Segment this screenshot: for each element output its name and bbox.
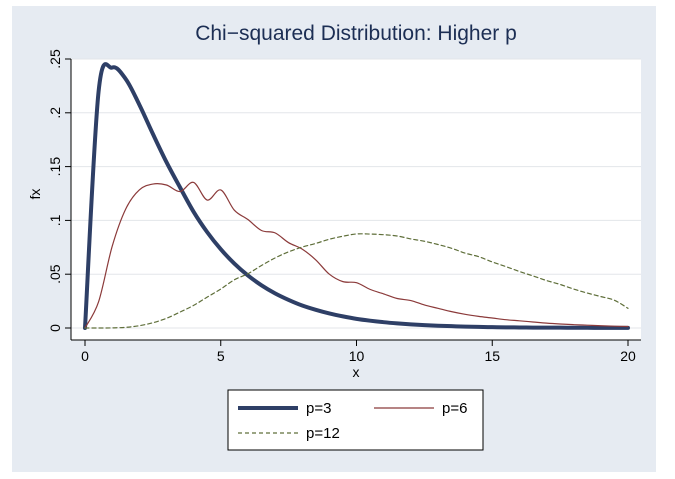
legend-box: [227, 389, 484, 451]
series-line-p3: [83, 62, 630, 330]
axes: 0 .05 .1 .15 .2 .25 0 5 10 15 20: [47, 49, 641, 364]
series-line-p12: [84, 233, 629, 329]
legend-label-p3: p=3: [306, 400, 331, 417]
legend-label-p12: p=12: [306, 425, 340, 442]
x-tick-label: 5: [217, 348, 225, 364]
grid-lines: [71, 58, 641, 329]
x-axis-label: x: [353, 364, 360, 380]
x-tick-label: 0: [81, 348, 89, 364]
y-tick-label: .1: [47, 214, 63, 226]
plot-area: [71, 59, 641, 340]
y-tick-label: 0: [47, 324, 63, 332]
y-tick-label: .2: [47, 107, 63, 119]
series-lines: [83, 62, 630, 330]
y-tick-label: .25: [47, 49, 63, 69]
legend-label-p6: p=6: [442, 400, 467, 417]
x-tick-label: 15: [484, 348, 500, 364]
legend: p=3 p=6 p=12: [227, 389, 484, 451]
x-tick-label: 20: [620, 348, 636, 364]
y-axis-label: fx: [27, 189, 43, 200]
series-line-p6: [84, 181, 629, 329]
x-tick-label: 10: [349, 348, 365, 364]
y-tick-label: .05: [47, 264, 63, 284]
y-tick-label: .15: [47, 157, 63, 177]
chart-title: Chi−squared Distribution: Higher p: [195, 22, 517, 45]
